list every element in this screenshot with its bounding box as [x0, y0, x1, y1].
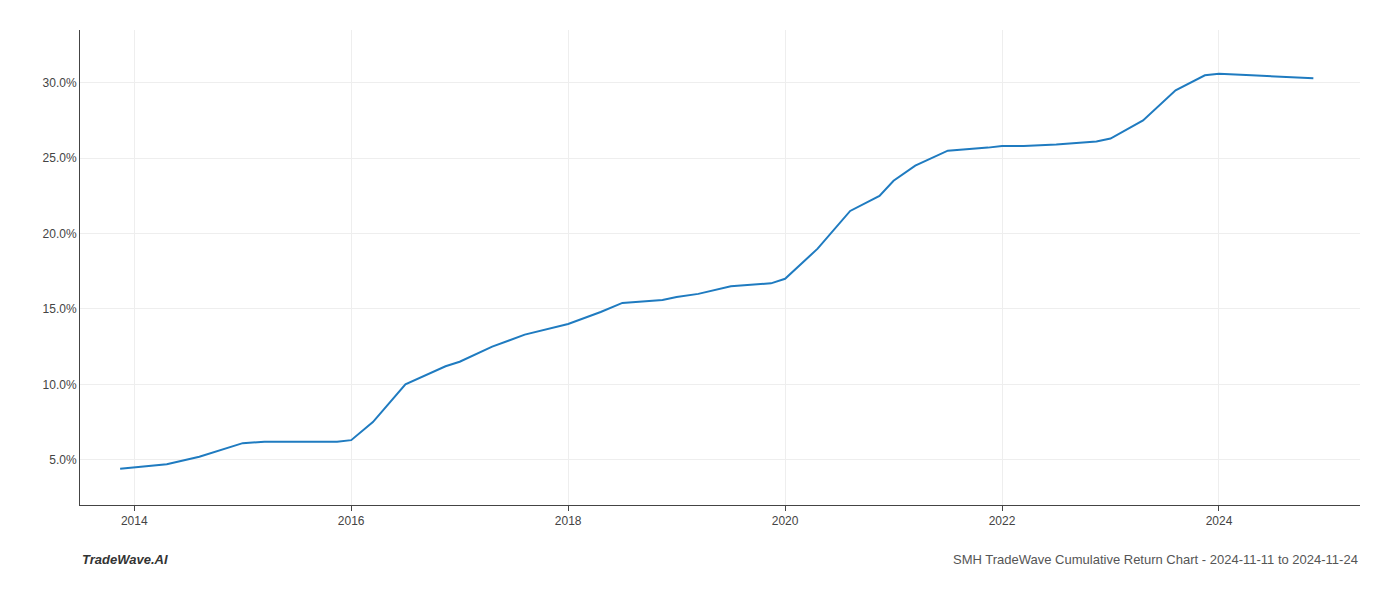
- svg-text:5.0%: 5.0%: [49, 453, 77, 467]
- svg-text:20.0%: 20.0%: [43, 227, 77, 241]
- svg-text:10.0%: 10.0%: [43, 378, 77, 392]
- svg-text:2014: 2014: [121, 514, 148, 528]
- svg-text:2022: 2022: [989, 514, 1016, 528]
- svg-text:SMH TradeWave Cumulative Retur: SMH TradeWave Cumulative Return Chart - …: [953, 552, 1358, 567]
- svg-text:2018: 2018: [555, 514, 582, 528]
- svg-text:TradeWave.AI: TradeWave.AI: [82, 552, 168, 567]
- svg-text:30.0%: 30.0%: [43, 76, 77, 90]
- svg-text:15.0%: 15.0%: [43, 302, 77, 316]
- svg-text:25.0%: 25.0%: [43, 151, 77, 165]
- svg-text:2024: 2024: [1206, 514, 1233, 528]
- svg-text:2020: 2020: [772, 514, 799, 528]
- svg-text:2016: 2016: [338, 514, 365, 528]
